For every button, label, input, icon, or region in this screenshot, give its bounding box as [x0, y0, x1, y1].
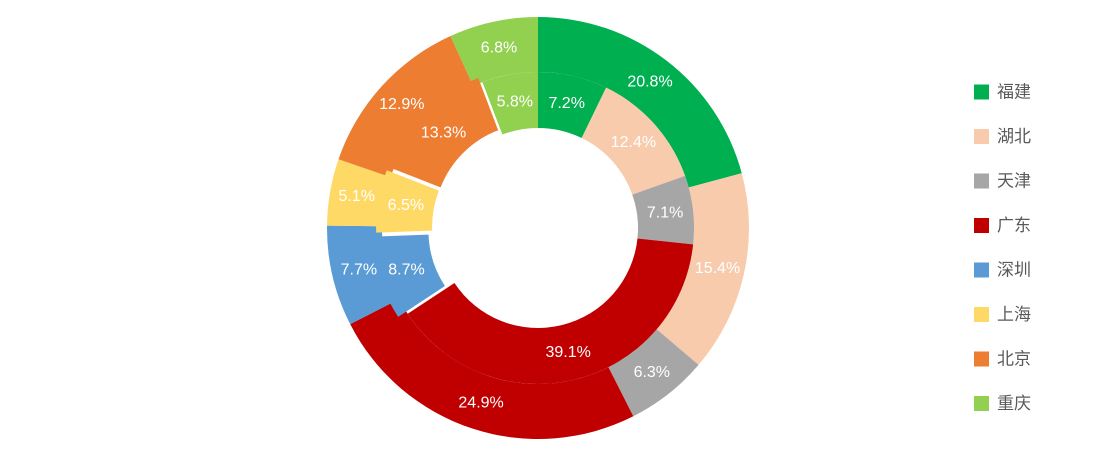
legend-label-广东: 广东 — [997, 216, 1031, 235]
legend-swatch-湖北 — [974, 129, 989, 144]
inner-slice-深圳 — [372, 234, 445, 317]
inner-label-北京: 13.3% — [421, 124, 466, 141]
data-labels: 20.8% 15.4% 6.3% 24.9% 7.7% 5.1% 12.9% 6.8% 7.2%… — [338, 40, 740, 412]
legend-swatch-北京 — [974, 351, 989, 367]
legend-label-上海: 上海 — [997, 305, 1031, 324]
donut-rings — [326, 17, 749, 440]
inner-slice-福建 — [538, 72, 607, 139]
legend-swatch-福建 — [974, 84, 989, 100]
outer-slice-湖北 — [656, 173, 749, 365]
inner-slice-湖北 — [581, 87, 686, 195]
outer-slice-广东 — [350, 299, 634, 440]
inner-slice-天津 — [632, 175, 695, 245]
outer-slice-重庆 — [450, 17, 538, 87]
outer-slice-天津 — [608, 329, 699, 417]
outer-label-北京: 12.9% — [379, 96, 424, 113]
outer-label-湖北: 15.4% — [695, 260, 740, 277]
inner-label-重庆: 5.8% — [497, 94, 533, 111]
outer-label-上海: 5.1% — [338, 188, 374, 205]
inner-slice-广东 — [407, 238, 694, 385]
inner-label-上海: 6.5% — [388, 197, 424, 214]
inner-label-福建: 7.2% — [548, 95, 584, 112]
legend-swatch-广东 — [974, 218, 989, 233]
outer-slice-上海 — [327, 159, 391, 227]
outer-slice-福建 — [538, 17, 742, 188]
legend-label-湖北: 湖北 — [997, 127, 1031, 146]
inner-label-广东: 39.1% — [546, 344, 591, 361]
inner-slice-重庆 — [482, 72, 538, 135]
outer-slice-北京 — [338, 36, 474, 178]
outer-label-福建: 20.8% — [627, 74, 672, 91]
legend-label-深圳: 深圳 — [997, 261, 1031, 280]
inner-slice-北京 — [388, 77, 499, 188]
legend-swatch-天津 — [974, 173, 989, 189]
legend-swatch-上海 — [974, 307, 989, 322]
outer-label-深圳: 7.7% — [341, 262, 377, 279]
inner-label-深圳: 8.7% — [388, 262, 424, 279]
outer-label-重庆: 6.8% — [481, 40, 517, 57]
legend-swatch-重庆 — [974, 396, 989, 411]
legend-label-北京: 北京 — [997, 350, 1031, 369]
legend-label-重庆: 重庆 — [997, 394, 1031, 413]
inner-label-天津: 7.1% — [647, 205, 683, 222]
legend-label-天津: 天津 — [997, 172, 1031, 191]
inner-slice-上海 — [376, 170, 439, 233]
legend-swatch-深圳 — [974, 262, 989, 278]
legend-label-福建: 福建 — [997, 83, 1031, 102]
inner-label-湖北: 12.4% — [611, 134, 656, 151]
outer-label-天津: 6.3% — [634, 364, 670, 381]
outer-label-广东: 24.9% — [458, 395, 503, 412]
